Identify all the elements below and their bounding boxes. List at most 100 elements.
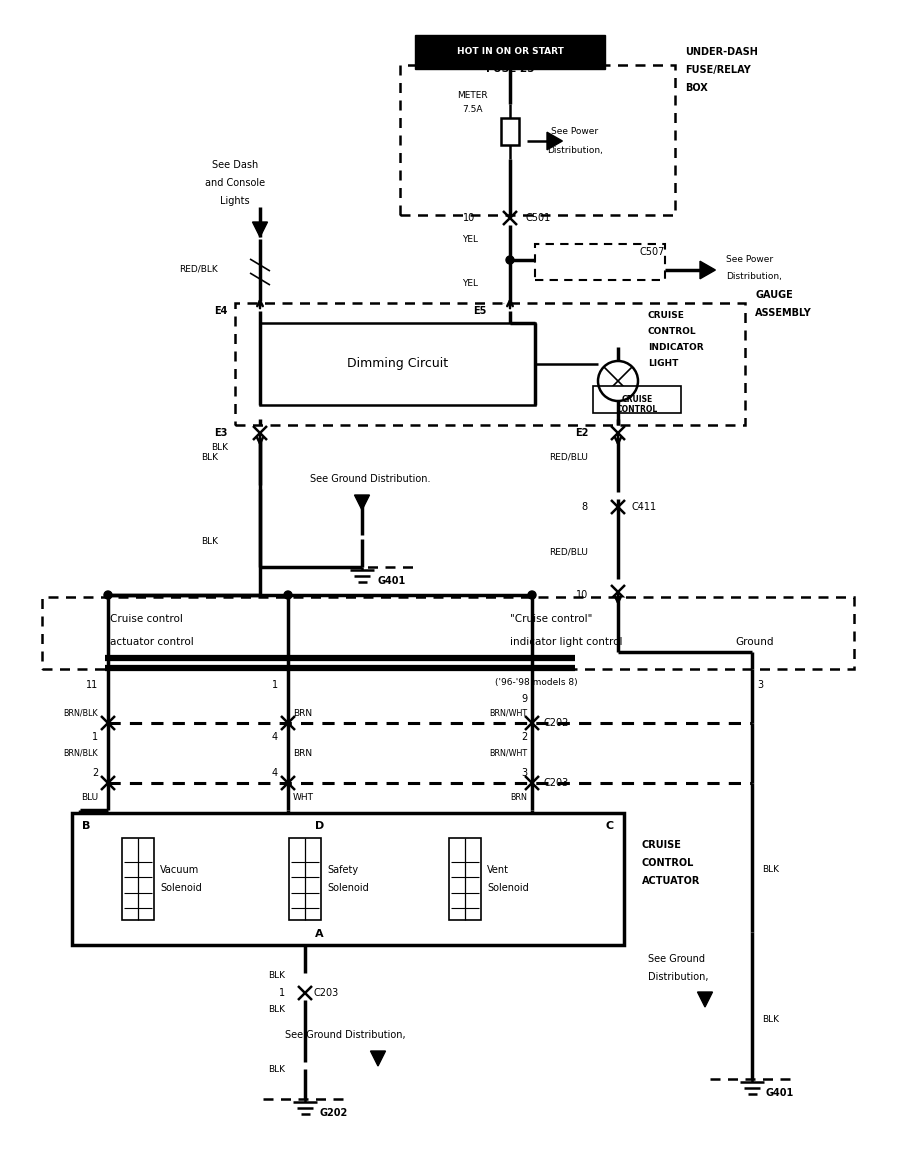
Text: RED/BLK: RED/BLK xyxy=(179,265,218,273)
Text: indicator light control: indicator light control xyxy=(510,638,623,647)
Bar xyxy=(72,813,624,945)
Circle shape xyxy=(284,591,292,599)
Text: A: A xyxy=(315,929,323,939)
Text: C507: C507 xyxy=(640,246,665,257)
Text: 10: 10 xyxy=(463,213,475,223)
Text: RED/BLU: RED/BLU xyxy=(549,547,588,557)
Text: actuator control: actuator control xyxy=(110,638,194,647)
Text: 7.5A: 7.5A xyxy=(462,105,482,115)
Polygon shape xyxy=(698,992,713,1007)
Text: See Power: See Power xyxy=(552,127,599,137)
Text: ('96-'98 models 8): ('96-'98 models 8) xyxy=(495,678,578,687)
Text: C203: C203 xyxy=(313,988,338,998)
Text: C: C xyxy=(606,821,614,831)
Text: CONTROL: CONTROL xyxy=(648,326,697,336)
Bar xyxy=(449,838,481,920)
Text: FUSE/RELAY: FUSE/RELAY xyxy=(685,65,751,75)
Text: Distribution,: Distribution, xyxy=(726,273,782,281)
Text: 4: 4 xyxy=(272,768,278,778)
Text: Solenoid: Solenoid xyxy=(487,883,529,893)
Text: C501: C501 xyxy=(525,213,550,223)
Text: YEL: YEL xyxy=(462,235,478,243)
Text: 4: 4 xyxy=(272,732,278,742)
Text: See Ground Distribution,: See Ground Distribution, xyxy=(285,1030,406,1040)
Text: Cruise control: Cruise control xyxy=(110,614,183,624)
Text: 2: 2 xyxy=(521,732,527,742)
Bar xyxy=(289,838,321,920)
Text: C411: C411 xyxy=(632,502,657,513)
Text: 2: 2 xyxy=(92,768,98,778)
Bar xyxy=(535,244,665,280)
Text: C202: C202 xyxy=(544,718,570,728)
Text: G401: G401 xyxy=(378,576,406,585)
Text: D: D xyxy=(315,821,324,831)
Text: BLU: BLU xyxy=(81,793,98,802)
Text: YEL: YEL xyxy=(462,279,478,287)
Text: BOX: BOX xyxy=(685,83,707,93)
Text: 1: 1 xyxy=(272,680,278,690)
Circle shape xyxy=(528,591,536,599)
Text: CRUISE: CRUISE xyxy=(648,310,685,319)
Text: CONTROL: CONTROL xyxy=(642,858,695,868)
Polygon shape xyxy=(355,495,370,510)
Text: HOT IN ON OR START: HOT IN ON OR START xyxy=(456,47,563,57)
Text: G202: G202 xyxy=(319,1108,347,1118)
Text: BRN: BRN xyxy=(293,708,312,717)
Text: BLK: BLK xyxy=(268,971,285,980)
Text: CRUISE: CRUISE xyxy=(621,395,652,404)
Text: ASSEMBLY: ASSEMBLY xyxy=(755,308,812,318)
Text: WHT: WHT xyxy=(293,793,314,802)
Text: E5: E5 xyxy=(473,305,487,316)
Polygon shape xyxy=(253,222,267,237)
Text: and Console: and Console xyxy=(205,178,266,187)
Text: "Cruise control": "Cruise control" xyxy=(510,614,592,624)
Text: BRN/BLK: BRN/BLK xyxy=(63,749,98,758)
Bar xyxy=(122,838,154,920)
Text: 9: 9 xyxy=(521,694,527,703)
Text: Solenoid: Solenoid xyxy=(160,883,202,893)
Bar xyxy=(42,597,854,669)
Polygon shape xyxy=(547,132,562,149)
Text: G401: G401 xyxy=(766,1088,794,1098)
Text: Lights: Lights xyxy=(220,196,250,206)
Text: RED/BLU: RED/BLU xyxy=(549,452,588,462)
Text: CONTROL: CONTROL xyxy=(616,405,658,413)
Text: INDICATOR: INDICATOR xyxy=(648,342,704,352)
Text: B: B xyxy=(82,821,90,831)
Text: BRN: BRN xyxy=(293,749,312,758)
Text: BLK: BLK xyxy=(268,1005,285,1015)
Text: E2: E2 xyxy=(574,428,588,439)
Text: 3: 3 xyxy=(757,680,763,690)
Text: See Dash: See Dash xyxy=(212,160,258,170)
Text: 10: 10 xyxy=(576,590,588,600)
Text: See Power: See Power xyxy=(726,256,773,265)
Text: CRUISE: CRUISE xyxy=(642,840,682,850)
Text: Ground: Ground xyxy=(735,638,773,647)
Text: Vacuum: Vacuum xyxy=(160,864,199,875)
Text: See Ground Distribution.: See Ground Distribution. xyxy=(310,474,430,484)
Text: FUSE 25: FUSE 25 xyxy=(486,64,535,74)
Text: BLK: BLK xyxy=(268,1066,285,1075)
Text: ACTUATOR: ACTUATOR xyxy=(642,876,700,886)
Circle shape xyxy=(104,591,112,599)
Bar xyxy=(593,386,681,413)
Text: BRN/WHT: BRN/WHT xyxy=(489,749,527,758)
Text: GAUGE: GAUGE xyxy=(755,290,793,300)
Text: Distribution,: Distribution, xyxy=(648,972,708,982)
Text: 11: 11 xyxy=(86,680,98,690)
Text: METER: METER xyxy=(456,90,487,100)
Polygon shape xyxy=(371,1051,385,1066)
Text: BRN: BRN xyxy=(510,793,527,802)
Bar xyxy=(235,303,745,425)
Text: Safety: Safety xyxy=(327,864,358,875)
Text: BLK: BLK xyxy=(762,864,779,874)
Text: 3: 3 xyxy=(521,768,527,778)
Text: 1: 1 xyxy=(279,988,285,998)
Text: LIGHT: LIGHT xyxy=(648,359,679,368)
Text: C203: C203 xyxy=(544,778,569,788)
Text: 8: 8 xyxy=(582,502,588,513)
Text: BLK: BLK xyxy=(211,442,228,451)
Bar xyxy=(400,65,675,215)
Text: BLK: BLK xyxy=(201,452,218,462)
Text: Distribution,: Distribution, xyxy=(547,146,603,155)
